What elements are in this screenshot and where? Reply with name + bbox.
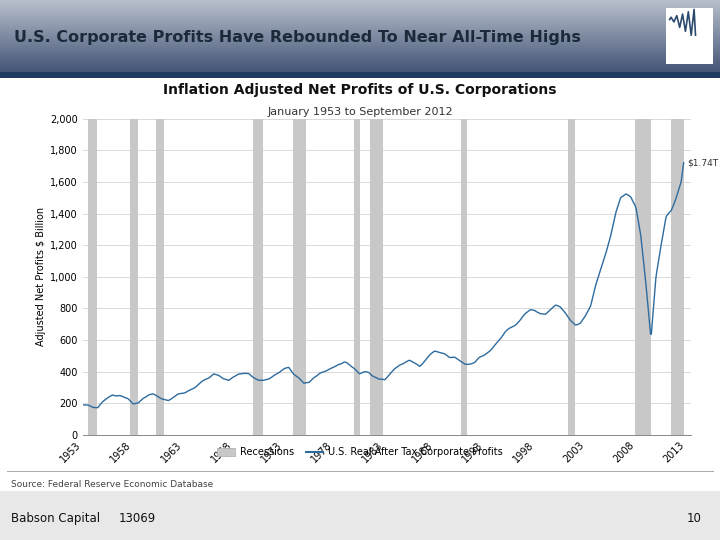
Bar bbox=[0, 21, 720, 22]
Bar bbox=[0, 51, 720, 52]
Bar bbox=[0, 56, 720, 57]
Y-axis label: Adjusted Net Profits $ Billion: Adjusted Net Profits $ Billion bbox=[36, 207, 46, 346]
Bar bbox=[0, 65, 720, 66]
Bar bbox=[0, 46, 720, 47]
Bar bbox=[0, 17, 720, 18]
Bar bbox=[0, 69, 720, 70]
Bar bbox=[354, 119, 360, 435]
Text: Source: Federal Reserve Economic Database: Source: Federal Reserve Economic Databas… bbox=[11, 480, 213, 489]
Bar bbox=[671, 119, 684, 435]
Bar bbox=[0, 58, 720, 59]
Bar bbox=[0, 73, 720, 75]
Bar bbox=[0, 59, 720, 60]
Bar bbox=[0, 12, 720, 14]
Text: $1.74T: $1.74T bbox=[687, 159, 719, 167]
Bar bbox=[0, 75, 720, 76]
Bar bbox=[0, 53, 720, 54]
Bar bbox=[0, 28, 720, 29]
Bar bbox=[0, 1, 720, 2]
Bar bbox=[461, 119, 467, 435]
Bar bbox=[0, 68, 720, 69]
Bar bbox=[0, 14, 720, 15]
Bar bbox=[0, 19, 720, 21]
Bar bbox=[0, 42, 720, 43]
Bar bbox=[0, 61, 720, 62]
Bar bbox=[0, 22, 720, 23]
Bar bbox=[253, 119, 263, 435]
Bar bbox=[0, 45, 720, 46]
Bar bbox=[0, 15, 720, 16]
Bar bbox=[0, 2, 720, 3]
Bar bbox=[0, 3, 720, 4]
FancyBboxPatch shape bbox=[0, 72, 720, 78]
Bar bbox=[0, 57, 720, 58]
FancyBboxPatch shape bbox=[666, 8, 713, 64]
Bar bbox=[567, 119, 575, 435]
Bar bbox=[0, 16, 720, 17]
Bar bbox=[0, 30, 720, 31]
Bar bbox=[0, 9, 720, 10]
Bar bbox=[0, 71, 720, 72]
Bar bbox=[0, 6, 720, 7]
Bar bbox=[0, 40, 720, 42]
Bar bbox=[0, 50, 720, 51]
Bar bbox=[0, 43, 720, 44]
Bar bbox=[130, 119, 138, 435]
Bar bbox=[0, 0, 720, 1]
Bar bbox=[0, 25, 720, 26]
Bar bbox=[0, 31, 720, 32]
Bar bbox=[0, 24, 720, 25]
Bar bbox=[0, 26, 720, 28]
Bar bbox=[0, 72, 720, 73]
Bar bbox=[635, 119, 651, 435]
Bar bbox=[0, 7, 720, 8]
Bar bbox=[0, 44, 720, 45]
Text: Inflation Adjusted Net Profits of U.S. Corporations: Inflation Adjusted Net Profits of U.S. C… bbox=[163, 83, 557, 97]
Bar bbox=[0, 70, 720, 71]
FancyBboxPatch shape bbox=[0, 491, 720, 540]
Bar bbox=[0, 5, 720, 6]
Bar bbox=[0, 37, 720, 38]
Bar bbox=[0, 47, 720, 48]
Bar bbox=[0, 64, 720, 65]
Text: U.S. Corporate Profits Have Rebounded To Near All-Time Highs: U.S. Corporate Profits Have Rebounded To… bbox=[14, 30, 581, 45]
Bar bbox=[0, 10, 720, 11]
Bar bbox=[0, 35, 720, 36]
Bar bbox=[0, 49, 720, 50]
Bar bbox=[0, 38, 720, 39]
Bar bbox=[0, 18, 720, 19]
Bar bbox=[88, 119, 97, 435]
Bar bbox=[0, 11, 720, 12]
Bar bbox=[0, 66, 720, 68]
Bar bbox=[0, 62, 720, 63]
Bar bbox=[293, 119, 306, 435]
Text: January 1953 to September 2012: January 1953 to September 2012 bbox=[267, 106, 453, 117]
Bar bbox=[0, 60, 720, 61]
Bar bbox=[0, 48, 720, 49]
Bar bbox=[0, 55, 720, 56]
Bar bbox=[0, 39, 720, 40]
Bar bbox=[370, 119, 384, 435]
Text: 10: 10 bbox=[687, 511, 702, 525]
Bar bbox=[0, 76, 720, 77]
Bar bbox=[0, 8, 720, 9]
Bar bbox=[0, 33, 720, 35]
Bar bbox=[0, 32, 720, 33]
Bar bbox=[0, 77, 720, 78]
Text: 13069: 13069 bbox=[119, 511, 156, 525]
Text: Babson Capital: Babson Capital bbox=[11, 511, 100, 525]
Bar bbox=[0, 70, 720, 71]
Bar bbox=[0, 36, 720, 37]
Bar bbox=[0, 4, 720, 5]
Bar bbox=[0, 52, 720, 53]
Bar bbox=[0, 54, 720, 55]
Legend: Recessions, U.S. Real After Tax Corporate Profits: Recessions, U.S. Real After Tax Corporat… bbox=[213, 443, 507, 461]
Bar bbox=[0, 29, 720, 30]
Bar bbox=[0, 63, 720, 64]
Bar bbox=[156, 119, 164, 435]
Bar bbox=[0, 23, 720, 24]
